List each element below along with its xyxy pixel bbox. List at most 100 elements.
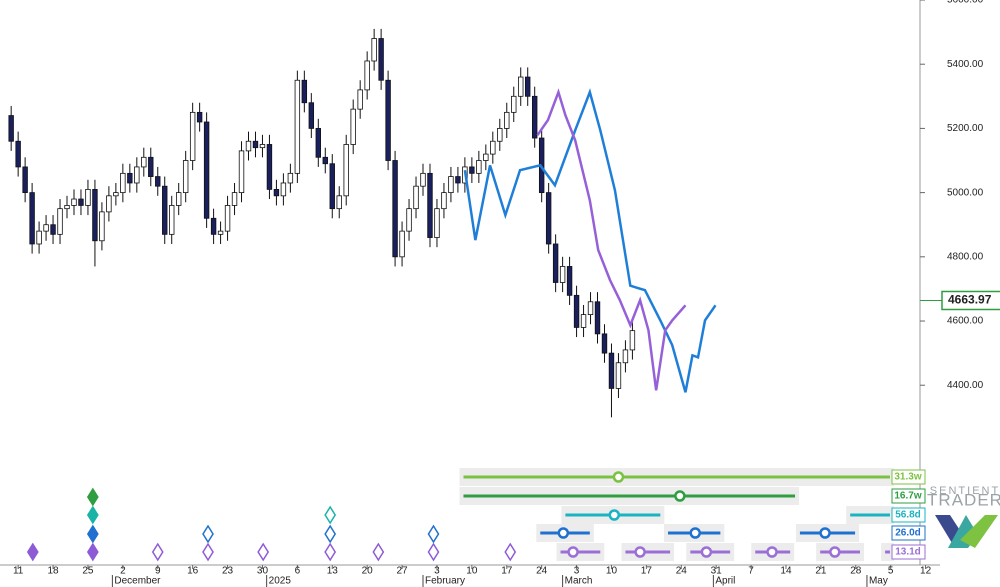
candle-body <box>608 352 615 389</box>
candle-body <box>113 192 119 197</box>
y-tick-label: 4600.00 <box>947 316 984 327</box>
candle-body <box>587 301 594 316</box>
candle-body <box>301 79 308 104</box>
month-label: April <box>715 576 735 587</box>
candle-body <box>71 198 77 206</box>
cycle-center <box>567 546 579 558</box>
candle-body <box>99 211 105 242</box>
cycle-center <box>819 527 831 539</box>
candle-body <box>448 176 454 194</box>
candle-body <box>336 195 342 210</box>
candle-body <box>189 111 196 161</box>
candle-body <box>406 208 412 232</box>
x-tick-label: 21 <box>815 566 827 577</box>
candle-body <box>497 128 503 142</box>
candle-body <box>559 266 566 283</box>
candle-body <box>469 166 475 174</box>
candle-body <box>371 38 377 62</box>
candle-body <box>622 349 629 364</box>
candle-body <box>413 185 419 210</box>
x-tick-label: 28 <box>850 566 862 577</box>
x-tick-label: 14 <box>780 566 792 577</box>
candle-body <box>64 205 70 210</box>
candle-body <box>552 243 559 283</box>
candle-body <box>566 266 573 296</box>
x-tick-label: 25 <box>82 566 94 577</box>
x-tick-label: 20 <box>362 566 374 577</box>
candle-body <box>329 163 335 210</box>
x-tick-label: 24 <box>536 566 548 577</box>
candle-body <box>155 176 161 187</box>
logo-text: SENTIENT <box>930 485 1000 497</box>
candle-body <box>169 205 175 235</box>
x-tick-label: 6 <box>295 566 301 577</box>
x-tick-label: 10 <box>466 566 478 577</box>
cycle-marker <box>504 542 517 562</box>
candle-body <box>420 172 426 187</box>
cycle-center <box>700 546 713 558</box>
cycle-label-box <box>891 525 926 541</box>
cycle-marker <box>257 542 270 562</box>
x-tick-label: 5 <box>888 566 894 577</box>
cycle-center <box>608 509 621 521</box>
candle-body <box>511 95 517 113</box>
y-tick-label: 5600.00 <box>947 0 984 6</box>
candle-body <box>322 156 328 165</box>
candle-body <box>343 144 349 197</box>
candle-body <box>182 160 189 194</box>
logo-text: TRADER <box>927 490 1000 509</box>
plot-area <box>8 28 717 418</box>
candle-body <box>399 230 405 258</box>
candle-body <box>203 121 210 219</box>
y-tick-label: 4400.00 <box>947 380 984 391</box>
candle-body <box>148 156 154 177</box>
x-tick-label: 16 <box>187 566 199 577</box>
candle-body <box>364 60 370 91</box>
cycle-marker <box>372 542 385 562</box>
candle-body <box>224 205 231 232</box>
candle-body <box>22 166 28 194</box>
candle-body <box>162 185 168 235</box>
candle-body <box>252 140 259 149</box>
cycle-marker <box>86 524 99 544</box>
candle-body <box>525 76 531 97</box>
x-tick-label: 10 <box>606 566 618 577</box>
candle-body <box>490 140 496 155</box>
candle-body <box>378 38 384 81</box>
candle-body <box>601 333 608 354</box>
candle-body <box>8 115 14 142</box>
y-tick-label: 5400.00 <box>947 59 984 70</box>
candle-body <box>531 95 538 139</box>
candle-body <box>280 182 287 197</box>
y-tick-label: 5200.00 <box>947 123 984 134</box>
candle-body <box>580 314 587 328</box>
cycle-marker <box>427 524 440 544</box>
candle-body <box>434 208 440 238</box>
projection-line <box>463 88 717 393</box>
cycle-marker <box>427 542 440 562</box>
cycle-center <box>689 527 701 539</box>
candle-body <box>455 176 461 184</box>
candle-body <box>15 140 21 168</box>
candle-body <box>217 230 224 235</box>
month-label: 2025 <box>269 576 292 587</box>
cycle-marker <box>86 487 99 507</box>
cycle-label-box <box>891 507 926 523</box>
candle-body <box>294 79 301 174</box>
cycle-center <box>634 546 646 558</box>
candle-body <box>175 192 182 206</box>
candle-body <box>78 198 84 206</box>
x-tick-label: 17 <box>501 566 513 577</box>
candle-body <box>196 111 203 123</box>
candle-body <box>504 111 510 129</box>
candle-body <box>134 166 140 184</box>
x-tick-label: 27 <box>397 566 409 577</box>
candle-body <box>629 330 636 351</box>
candle-body <box>476 160 482 174</box>
candle-body <box>50 224 56 235</box>
cycle-marker <box>202 524 214 544</box>
candle-body <box>259 144 266 149</box>
cycle-marker <box>202 542 214 562</box>
cycle-label-box <box>891 544 926 560</box>
candle-body <box>308 102 315 129</box>
